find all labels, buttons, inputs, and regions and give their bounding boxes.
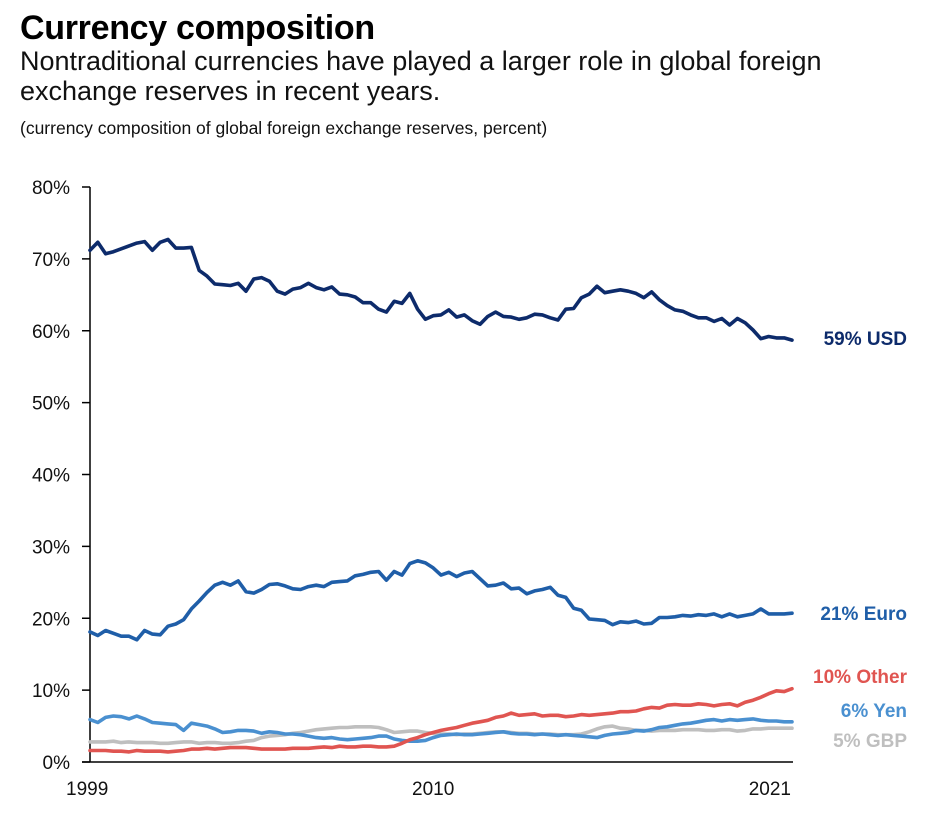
series-label-other: 10% Other xyxy=(813,667,908,688)
series-lines xyxy=(88,237,794,754)
series-line-yen xyxy=(88,714,794,744)
y-tick-label: 40% xyxy=(32,466,70,487)
y-tick-label: 0% xyxy=(43,753,71,774)
y-tick-label: 60% xyxy=(32,322,70,343)
y-tick-label: 10% xyxy=(32,681,70,702)
series-label-gbp: 5% GBP xyxy=(833,731,907,752)
series-line-euro xyxy=(88,558,794,642)
x-tick-label: 2010 xyxy=(412,779,454,800)
series-label-euro: 21% Euro xyxy=(820,604,907,625)
x-tick-label: 2021 xyxy=(749,779,791,800)
chart-title: Currency composition xyxy=(20,9,375,47)
series-line-usd xyxy=(88,237,794,342)
y-tick-label: 70% xyxy=(32,250,70,271)
y-tick-label: 80% xyxy=(32,178,70,199)
y-tick-label: 30% xyxy=(32,537,70,558)
y-tick-label: 50% xyxy=(32,394,70,415)
x-tick-label: 1999 xyxy=(66,779,108,800)
series-end-labels: 59% USD 21% Euro 10% Other 6% Yen 5% GBP xyxy=(813,329,908,752)
series-line-other xyxy=(88,686,794,754)
series-label-usd: 59% USD xyxy=(824,329,907,350)
series-label-yen: 6% Yen xyxy=(841,701,907,722)
chart-note: (currency composition of global foreign … xyxy=(20,118,548,138)
chart-subtitle: Nontraditional currencies have played a … xyxy=(20,46,822,106)
axes: 0% 10% 20% 30% 40% 50% 60% 70% 80% 1999 2010 2021 xyxy=(32,178,793,800)
y-tick-label: 20% xyxy=(32,609,70,630)
